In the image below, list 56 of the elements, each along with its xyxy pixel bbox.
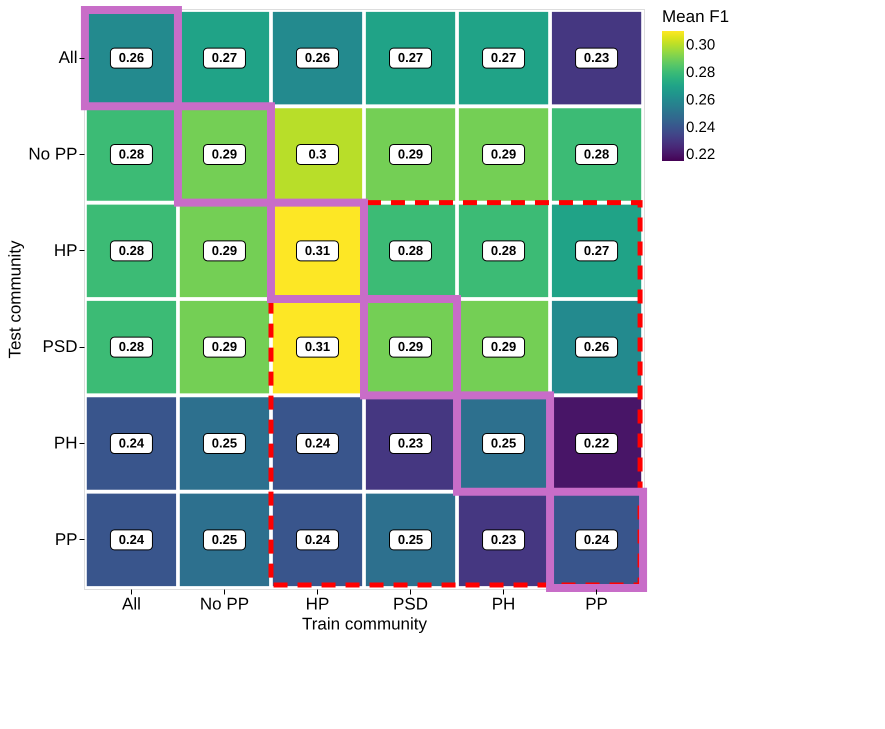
- data-label: 0.29: [490, 339, 516, 354]
- data-label: 0.3: [308, 146, 327, 162]
- color-bar-label: 0.30: [686, 36, 716, 54]
- data-label: 0.24: [304, 532, 331, 547]
- data-label: 0.23: [398, 436, 424, 451]
- x-tick-label: PP: [585, 594, 608, 614]
- data-label: 0.29: [212, 242, 238, 258]
- data-label: 0.29: [398, 146, 424, 162]
- data-label: 0.28: [398, 242, 424, 258]
- color-bar-label: 0.28: [686, 64, 716, 82]
- data-label: 0.24: [584, 532, 610, 547]
- x-tick-label: All: [122, 594, 141, 614]
- data-label: 0.26: [304, 50, 330, 66]
- data-label: 0.28: [118, 146, 144, 162]
- data-label: 0.27: [398, 50, 424, 66]
- y-tick-label: PSD: [42, 337, 78, 356]
- data-label: 0.24: [118, 532, 145, 547]
- data-label: 0.25: [212, 436, 238, 451]
- x-axis-title: Train community: [302, 614, 428, 634]
- data-label: 0.29: [212, 146, 238, 162]
- data-label: 0.28: [584, 146, 610, 162]
- data-label: 0.28: [490, 242, 516, 258]
- x-tick-label: PH: [492, 594, 516, 614]
- data-label: 0.29: [212, 339, 238, 354]
- data-label: 0.24: [118, 436, 145, 451]
- data-label: 0.26: [118, 50, 144, 66]
- x-tick-label: No PP: [200, 594, 250, 614]
- data-label: 0.28: [118, 339, 144, 354]
- data-label: 0.23: [584, 50, 610, 66]
- data-label: 0.31: [304, 339, 330, 354]
- data-label: 0.29: [490, 146, 516, 162]
- data-label: 0.22: [584, 436, 610, 451]
- data-label: 0.26: [584, 339, 610, 354]
- color-bar-title: Mean F1: [662, 7, 730, 26]
- data-label: 0.27: [490, 50, 516, 66]
- x-tick-label: PSD: [393, 594, 428, 614]
- data-label: 0.25: [398, 532, 424, 547]
- data-label: 0.24: [304, 436, 331, 451]
- data-label: 0.28: [118, 242, 144, 258]
- color-bar-label: 0.22: [686, 146, 716, 164]
- color-bar-label: 0.24: [686, 118, 716, 136]
- x-tick-label: HP: [306, 594, 330, 614]
- y-tick-label: PP: [54, 530, 78, 549]
- data-label: 0.25: [490, 436, 516, 451]
- y-tick-label: HP: [54, 240, 78, 260]
- y-tick-label: No PP: [28, 144, 78, 164]
- data-label: 0.31: [304, 242, 330, 258]
- color-bar-label: 0.26: [686, 91, 716, 108]
- data-label: 0.27: [584, 242, 610, 258]
- y-axis-title: Test community: [5, 240, 24, 359]
- data-label: 0.23: [490, 532, 516, 547]
- data-label: 0.25: [212, 532, 238, 547]
- data-label: 0.27: [212, 50, 238, 66]
- y-tick-label: PH: [54, 434, 78, 453]
- y-tick-label: All: [58, 48, 78, 68]
- data-label: 0.29: [398, 339, 424, 354]
